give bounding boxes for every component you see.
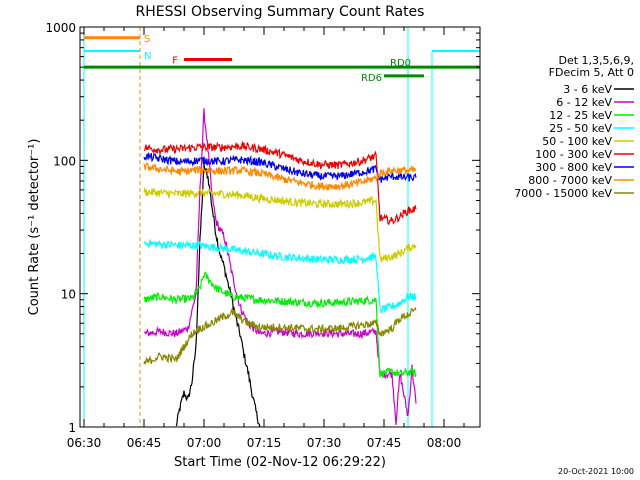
legend-label-6-12-kev: 6 - 12 keV <box>556 96 612 109</box>
night-label: N <box>144 51 151 62</box>
series-800-7000-kev <box>143 162 417 191</box>
legend-label-800-7000-kev: 800 - 7000 keV <box>528 174 612 187</box>
chart-title: RHESSI Observing Summary Count Rates <box>136 4 425 20</box>
state-label-rd6: RD6 <box>361 73 382 84</box>
series-7000-15000-kev <box>143 306 417 365</box>
x-tick-label: 07:30 <box>307 436 342 450</box>
legend-label-100-300-kev: 100 - 300 keV <box>535 148 612 161</box>
series-100-300-kev <box>143 140 417 226</box>
legend-label-25-50-kev: 25 - 50 keV <box>549 122 612 135</box>
y-tick-label: 10 <box>61 288 76 302</box>
series-300-800-kev <box>143 151 417 183</box>
series-12-25-kev <box>143 271 417 379</box>
series-50-100-kev <box>143 186 417 263</box>
x-tick-label: 06:30 <box>67 436 102 450</box>
legend-label-3-6-kev: 3 - 6 keV <box>563 83 612 96</box>
state-label-f: F <box>172 56 178 67</box>
legend-header-0: Det 1,3,5,6,9, <box>558 54 634 67</box>
legend-label-12-25-kev: 12 - 25 keV <box>549 109 612 122</box>
y-axis-label: Count Rate (s⁻¹ detector⁻¹) <box>27 139 42 316</box>
y-tick-label: 1 <box>68 421 76 435</box>
legend-label-50-100-kev: 50 - 100 keV <box>542 135 612 148</box>
y-tick-label: 1000 <box>45 21 76 35</box>
state-label-s: S <box>144 34 150 45</box>
plot-frame <box>79 26 481 428</box>
x-tick-label: 08:00 <box>427 436 462 450</box>
legend: Det 1,3,5,6,9,FDecim 5, Att 0 3 - 6 keV6 … <box>514 54 634 200</box>
state-label-rd0: RD0 <box>390 58 411 69</box>
x-axis-label: Start Time (02-Nov-12 06:29:22) <box>174 455 386 470</box>
x-tick-label: 07:00 <box>187 436 222 450</box>
x-tick-label: 07:15 <box>247 436 282 450</box>
x-tick-label: 06:45 <box>127 436 162 450</box>
series-25-50-kev <box>143 239 417 314</box>
plot-layer <box>83 27 480 427</box>
axes-layer: SN F RD0 RD6 1 10 100 1000 06:30 06:45 07:00 07:15 0… <box>45 21 480 450</box>
legend-label-7000-15000-kev: 7000 - 15000 keV <box>514 187 612 200</box>
y-tick-label: 100 <box>53 154 76 168</box>
timestamp-label: 20-Oct-2021 10:00 <box>558 467 634 476</box>
legend-label-300-800-kev: 300 - 800 keV <box>535 161 612 174</box>
legend-header-1: FDecim 5, Att 0 <box>549 66 634 79</box>
x-tick-label: 07:45 <box>367 436 402 450</box>
